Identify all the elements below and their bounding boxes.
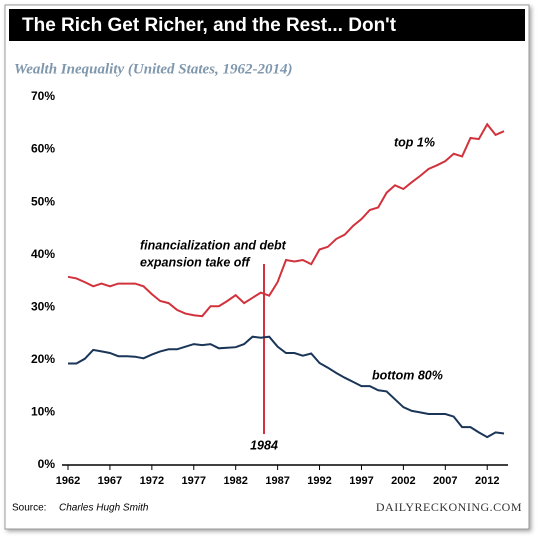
y-tick-label: 10% [31,405,55,419]
line [68,335,505,439]
y-tick-label: 20% [31,352,55,366]
source-label: Source: [12,503,46,514]
y-tick-label: 60% [31,142,55,156]
x-tick-label: 1972 [140,475,164,487]
annotation: expansion take off [140,255,251,269]
line [67,122,505,318]
series-label: bottom 80% [372,368,443,382]
credit: DAILYRECKONING.COM [376,500,522,514]
x-tick-label: 1997 [349,475,373,487]
y-tick-label: 40% [31,247,55,261]
title-bar [9,9,525,41]
frame [4,4,530,530]
x-tick-label: 1962 [56,475,80,487]
x-tick-label: 1982 [223,475,247,487]
x-tick-label: 1992 [307,475,331,487]
source: Charles Hugh Smith [59,503,149,514]
chart-subtitle: Wealth Inequality (United States, 1962-2… [14,61,292,77]
x-tick-label: 1977 [182,475,206,487]
series-label: top 1% [394,135,435,149]
y-tick-label: 0% [38,457,56,471]
chart-title: The Rich Get Richer, and the Rest... Don… [22,15,397,36]
annotation: financialization and debt [140,238,287,252]
x-tick-label: 2012 [475,475,499,487]
annotation: 1984 [250,438,278,452]
x-tick-label: 2002 [391,475,415,487]
y-tick-label: 30% [31,299,55,313]
y-tick-label: 50% [31,194,55,208]
x-tick-label: 1987 [265,475,289,487]
x-tick-label: 2007 [433,475,457,487]
x-tick-label: 1967 [98,475,122,487]
y-tick-label: 70% [31,89,55,103]
